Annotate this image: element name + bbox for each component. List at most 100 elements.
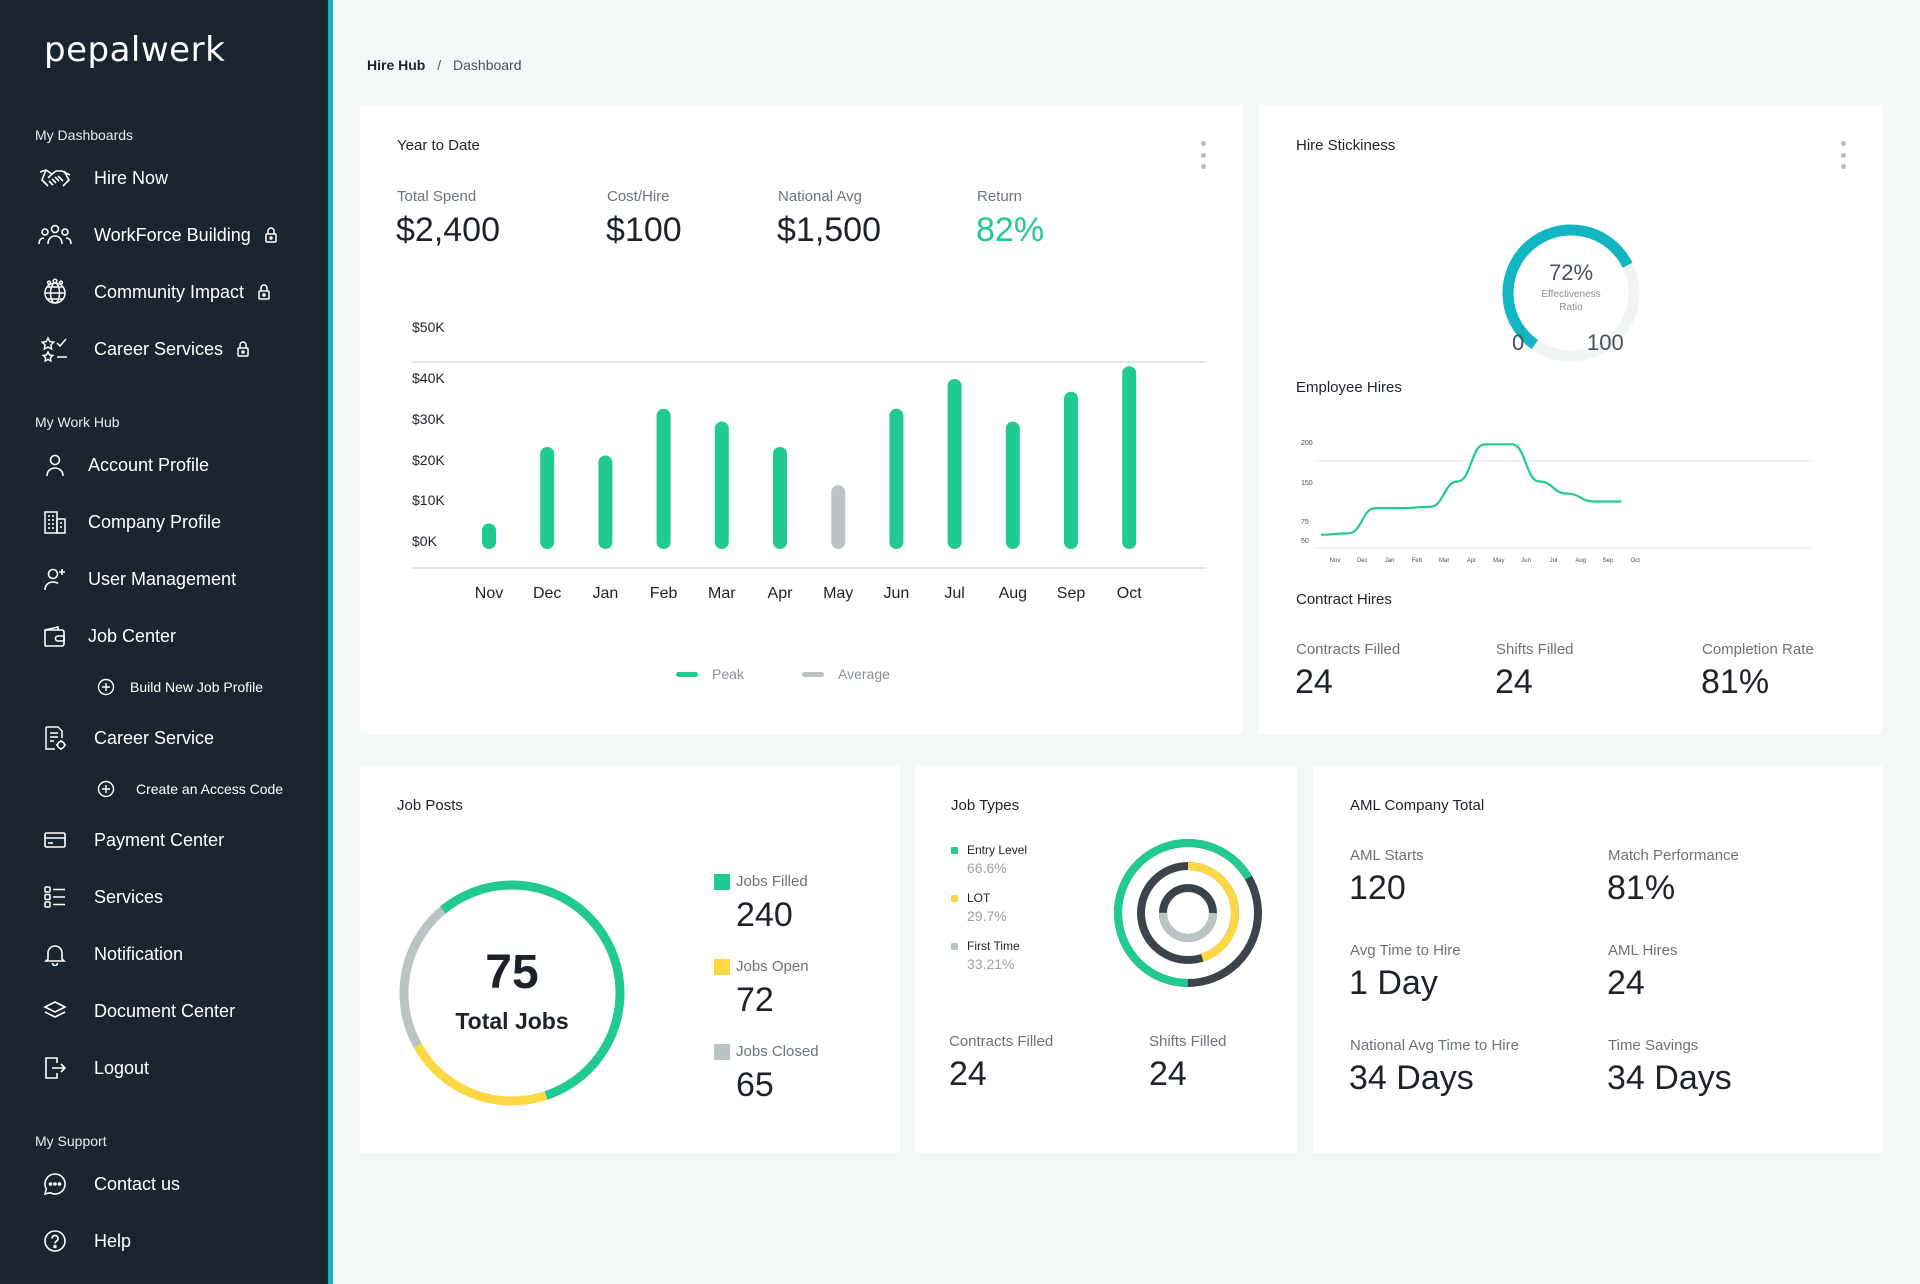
globe-icon — [38, 275, 72, 309]
line-x-tick-jul: Jul — [1550, 558, 1558, 564]
bar-mar[interactable] — [714, 421, 729, 550]
nav-contact-us-label: Contact us — [94, 1173, 181, 1194]
aml-starts-value: 120 — [1349, 869, 1406, 907]
total-jobs-label: Total Jobs — [455, 1008, 569, 1034]
line-y-tick-label: 200 — [1301, 440, 1313, 447]
nav-payment-center[interactable]: Payment Center — [38, 820, 224, 860]
match-performance-value: 81% — [1607, 869, 1676, 907]
pepalwerk-logo[interactable]: pepalwerk — [44, 30, 226, 70]
jobs-open-segment[interactable] — [399, 880, 625, 1106]
line-y-tick-label: 50 — [1301, 538, 1309, 545]
chat-bubble-icon — [38, 1167, 72, 1201]
ytd-more-menu-icon[interactable] — [1198, 141, 1208, 169]
legend-peak-swatch — [676, 671, 698, 677]
job-posts-title: Job Posts — [397, 797, 463, 814]
bar-aug[interactable] — [1005, 421, 1020, 550]
nav-company-profile[interactable]: Company Profile — [38, 502, 221, 542]
jobs-filled-legend: Jobs Filled 240 — [714, 873, 808, 935]
nav-build-new-job-profile[interactable]: Build New Job Profile — [96, 672, 263, 702]
bar-dec[interactable] — [540, 447, 555, 549]
section-my-support: My Support — [35, 1133, 107, 1149]
nav-community-impact[interactable]: Community Impact — [38, 272, 270, 312]
nav-services[interactable]: Services — [38, 877, 163, 917]
bar-may[interactable] — [831, 485, 846, 549]
star-list-icon — [38, 332, 72, 366]
line-x-tick-sep: Sep — [1603, 558, 1614, 564]
jobs-open-swatch — [714, 958, 730, 975]
jobs-closed-value: 65 — [736, 1066, 774, 1104]
sidebar: pepalwerk My Dashboards Hire Now WorkFor… — [0, 0, 328, 1284]
x-tick-label-aug: Aug — [999, 585, 1027, 602]
jobs-closed-label: Jobs Closed — [736, 1043, 819, 1060]
jobs-filled-swatch — [714, 873, 730, 890]
lot-ring[interactable] — [1137, 862, 1239, 964]
nav-hire-now[interactable]: Hire Now — [38, 158, 168, 198]
jt-contracts-filled-value: 24 — [949, 1055, 987, 1093]
bar-sep[interactable] — [1064, 391, 1078, 549]
nav-job-center[interactable]: Job Center — [38, 616, 176, 656]
total-spend-label: Total Spend — [397, 188, 477, 205]
lot-legend: LOT 29.7% — [951, 891, 1007, 924]
first-time-value: 33.21% — [967, 956, 1015, 972]
jobs-open-legend: Jobs Open 72 — [714, 958, 809, 1020]
entry-level-ring[interactable] — [1114, 839, 1262, 987]
y-tick-label: $30K — [412, 411, 445, 427]
nav-account-profile[interactable]: Account Profile — [38, 445, 209, 485]
y-tick-label: $50K — [412, 319, 445, 335]
jobs-closed-segment[interactable] — [399, 880, 625, 1106]
nav-account-profile-label: Account Profile — [88, 454, 210, 475]
lot-value: 29.7% — [967, 908, 1007, 924]
nav-workforce-building[interactable]: WorkForce Building — [38, 215, 277, 255]
national-avg-label: National Avg — [778, 188, 862, 205]
nav-document-center-label: Document Center — [94, 1000, 236, 1021]
employee-hires-title: Employee Hires — [1296, 379, 1402, 396]
nav-career-service[interactable]: Career Service — [38, 718, 214, 758]
bar-jul[interactable] — [947, 379, 962, 549]
nav-create-access-code[interactable]: Create an Access Code — [96, 774, 283, 804]
bar-jun[interactable] — [889, 408, 904, 549]
nav-document-center[interactable]: Document Center — [38, 991, 235, 1031]
effectiveness-gauge: 72% Effectiveness Ratio — [1502, 224, 1640, 362]
gauge-caption-line2: Ratio — [1559, 302, 1583, 313]
legend-peak: Peak — [676, 666, 744, 682]
nav-payment-center-label: Payment Center — [94, 829, 225, 850]
user-plus-icon — [38, 562, 72, 596]
list-icon — [38, 880, 72, 914]
sidebar-accent-border — [328, 0, 333, 1284]
y-tick-label: $10K — [412, 492, 445, 508]
x-tick-label-oct: Oct — [1117, 585, 1142, 602]
breadcrumb: Hire Hub / Dashboard — [367, 57, 522, 73]
jobs-filled-value: 240 — [736, 896, 793, 934]
legend-peak-label: Peak — [712, 666, 744, 682]
bar-apr[interactable] — [773, 447, 787, 549]
bar-feb[interactable] — [656, 408, 671, 549]
nav-notification[interactable]: Notification — [38, 934, 183, 974]
employee-hires-line — [1320, 443, 1622, 536]
x-tick-label-jan: Jan — [593, 585, 619, 602]
nav-contact-us[interactable]: Contact us — [38, 1164, 180, 1204]
bell-icon — [38, 937, 72, 971]
line-y-tick-label: 75 — [1301, 519, 1309, 526]
breadcrumb-hire-hub[interactable]: Hire Hub — [367, 57, 426, 73]
first-time-ring[interactable] — [1159, 884, 1217, 942]
nav-logout[interactable]: Logout — [38, 1048, 149, 1088]
nav-services-label: Services — [94, 886, 164, 907]
stickiness-more-menu-icon[interactable] — [1838, 141, 1848, 169]
jobs-filled-segment[interactable] — [399, 880, 625, 1106]
nav-user-management[interactable]: User Management — [38, 559, 236, 599]
document-gear-icon — [38, 721, 72, 755]
nav-help[interactable]: Help — [38, 1221, 131, 1261]
nav-create-access-code-label: Create an Access Code — [136, 781, 284, 797]
line-y-tick-label: 150 — [1301, 480, 1313, 487]
gauge-max-label: 100 — [1587, 330, 1624, 355]
bar-nov[interactable] — [482, 523, 496, 550]
bar-oct[interactable] — [1122, 366, 1137, 549]
bar-jan[interactable] — [598, 455, 613, 550]
x-tick-label-dec: Dec — [533, 585, 561, 602]
nav-career-services[interactable]: Career Services — [38, 329, 249, 369]
building-icon — [38, 505, 72, 539]
layers-icon — [38, 994, 72, 1028]
x-tick-label-apr: Apr — [768, 585, 794, 602]
return-value: 82% — [976, 211, 1045, 249]
x-tick-label-jul: Jul — [944, 585, 964, 602]
